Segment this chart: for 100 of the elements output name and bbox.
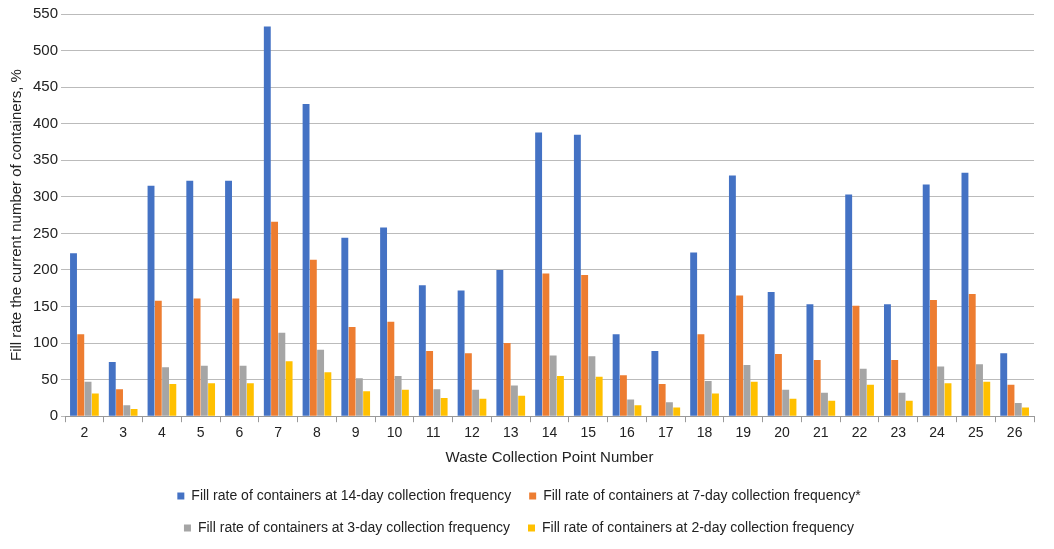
bar xyxy=(246,383,254,416)
bar xyxy=(828,400,836,416)
y-tick-label: 250 xyxy=(33,223,59,241)
x-tick-label: 18 xyxy=(696,424,713,441)
legend-label: Fill rate of containers at 14-day collection frequency xyxy=(191,486,512,503)
x-tick-label: 2 xyxy=(80,424,89,441)
y-tick-label: 550 xyxy=(33,4,59,22)
bar xyxy=(108,362,116,416)
x-tick-label: 25 xyxy=(968,424,984,441)
x-tick-label: 8 xyxy=(313,424,322,441)
x-tick-label: 12 xyxy=(464,424,480,441)
bar xyxy=(387,321,395,416)
bar xyxy=(271,221,279,416)
bar xyxy=(556,375,564,416)
bar xyxy=(324,372,332,416)
x-tick-label: 19 xyxy=(735,424,752,441)
bar xyxy=(845,194,853,416)
x-tick-label: 16 xyxy=(619,424,636,441)
bar xyxy=(581,275,589,416)
y-tick-label: 450 xyxy=(33,77,59,95)
bar xyxy=(363,391,371,416)
x-tick-label: 3 xyxy=(119,424,128,441)
x-tick-label: 23 xyxy=(890,424,907,441)
bar xyxy=(658,384,666,416)
bar xyxy=(116,389,123,416)
bar xyxy=(712,393,719,416)
bar xyxy=(852,305,860,416)
legend-label: Fill rate of containers at 2-day collection frequency xyxy=(542,518,855,535)
bar xyxy=(130,408,138,416)
bar xyxy=(232,298,240,416)
y-tick-label: 50 xyxy=(41,369,59,387)
bar xyxy=(518,395,526,416)
x-tick-label: 14 xyxy=(541,424,558,441)
bar xyxy=(348,326,356,416)
bar xyxy=(983,381,991,416)
y-tick-label: 0 xyxy=(49,406,59,424)
x-tick-label: 13 xyxy=(502,424,519,441)
y-tick-label: 350 xyxy=(33,150,59,168)
x-tick-label: 22 xyxy=(851,424,868,441)
bar xyxy=(767,291,775,416)
bar xyxy=(736,295,744,416)
bar xyxy=(169,384,177,416)
y-tick-label: 150 xyxy=(33,296,59,314)
y-tick-label: 400 xyxy=(33,113,59,131)
bar xyxy=(1000,353,1008,416)
x-tick-label: 10 xyxy=(386,424,403,441)
x-tick-label: 15 xyxy=(580,424,597,441)
bar xyxy=(440,397,448,416)
bar xyxy=(813,359,821,416)
bar xyxy=(922,184,930,416)
x-tick-label: 26 xyxy=(1006,424,1023,441)
bar xyxy=(750,381,758,416)
legend-label: Fill rate of containers at 7-day collection frequency* xyxy=(543,486,862,503)
legend-label: Fill rate of containers at 3-day collection frequency xyxy=(197,518,510,535)
bar xyxy=(285,361,293,416)
bar xyxy=(225,180,232,416)
bar xyxy=(302,103,310,416)
x-tick-label: 5 xyxy=(196,424,205,441)
bar xyxy=(380,227,388,416)
bar xyxy=(806,304,814,416)
bar xyxy=(418,285,426,416)
bar xyxy=(503,343,511,416)
y-tick-label: 200 xyxy=(33,260,59,278)
bar xyxy=(457,290,465,416)
x-tick-label: 11 xyxy=(425,424,441,441)
x-tick-label: 24 xyxy=(929,424,946,441)
y-tick-label: 100 xyxy=(33,333,59,351)
bar xyxy=(968,294,976,416)
bar xyxy=(186,180,194,416)
bar xyxy=(535,132,543,416)
bar xyxy=(728,175,736,416)
bar xyxy=(774,354,782,416)
x-tick-label: 4 xyxy=(158,424,167,441)
bar xyxy=(91,393,99,416)
bar xyxy=(77,334,85,416)
bar xyxy=(309,259,317,416)
x-tick-label: 9 xyxy=(351,424,360,441)
bar xyxy=(651,351,659,416)
bar xyxy=(426,351,434,416)
y-axis-title: Fill rate the current number of containers, % xyxy=(7,69,25,361)
bar xyxy=(573,134,581,416)
y-tick-label: 300 xyxy=(33,186,59,204)
bar xyxy=(401,389,409,416)
bar xyxy=(883,304,891,416)
bar xyxy=(634,405,642,416)
bar xyxy=(70,253,77,416)
bar xyxy=(612,334,620,416)
bar xyxy=(154,300,162,416)
bar xyxy=(690,252,698,416)
x-tick-label: 17 xyxy=(658,424,674,441)
bar xyxy=(867,384,874,416)
bar xyxy=(341,237,349,416)
x-axis-title: Waste Collection Point Number xyxy=(445,448,654,466)
bar xyxy=(193,298,201,416)
bar xyxy=(930,299,937,416)
x-tick-label: 20 xyxy=(774,424,791,441)
bar xyxy=(697,334,705,416)
bar xyxy=(905,400,913,416)
y-tick-label: 500 xyxy=(33,40,59,58)
x-tick-label: 7 xyxy=(274,424,283,441)
